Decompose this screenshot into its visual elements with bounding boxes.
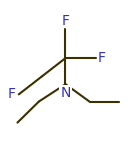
Text: F: F bbox=[61, 14, 70, 28]
Text: F: F bbox=[98, 51, 106, 65]
Text: N: N bbox=[60, 86, 71, 100]
Text: F: F bbox=[8, 87, 16, 101]
